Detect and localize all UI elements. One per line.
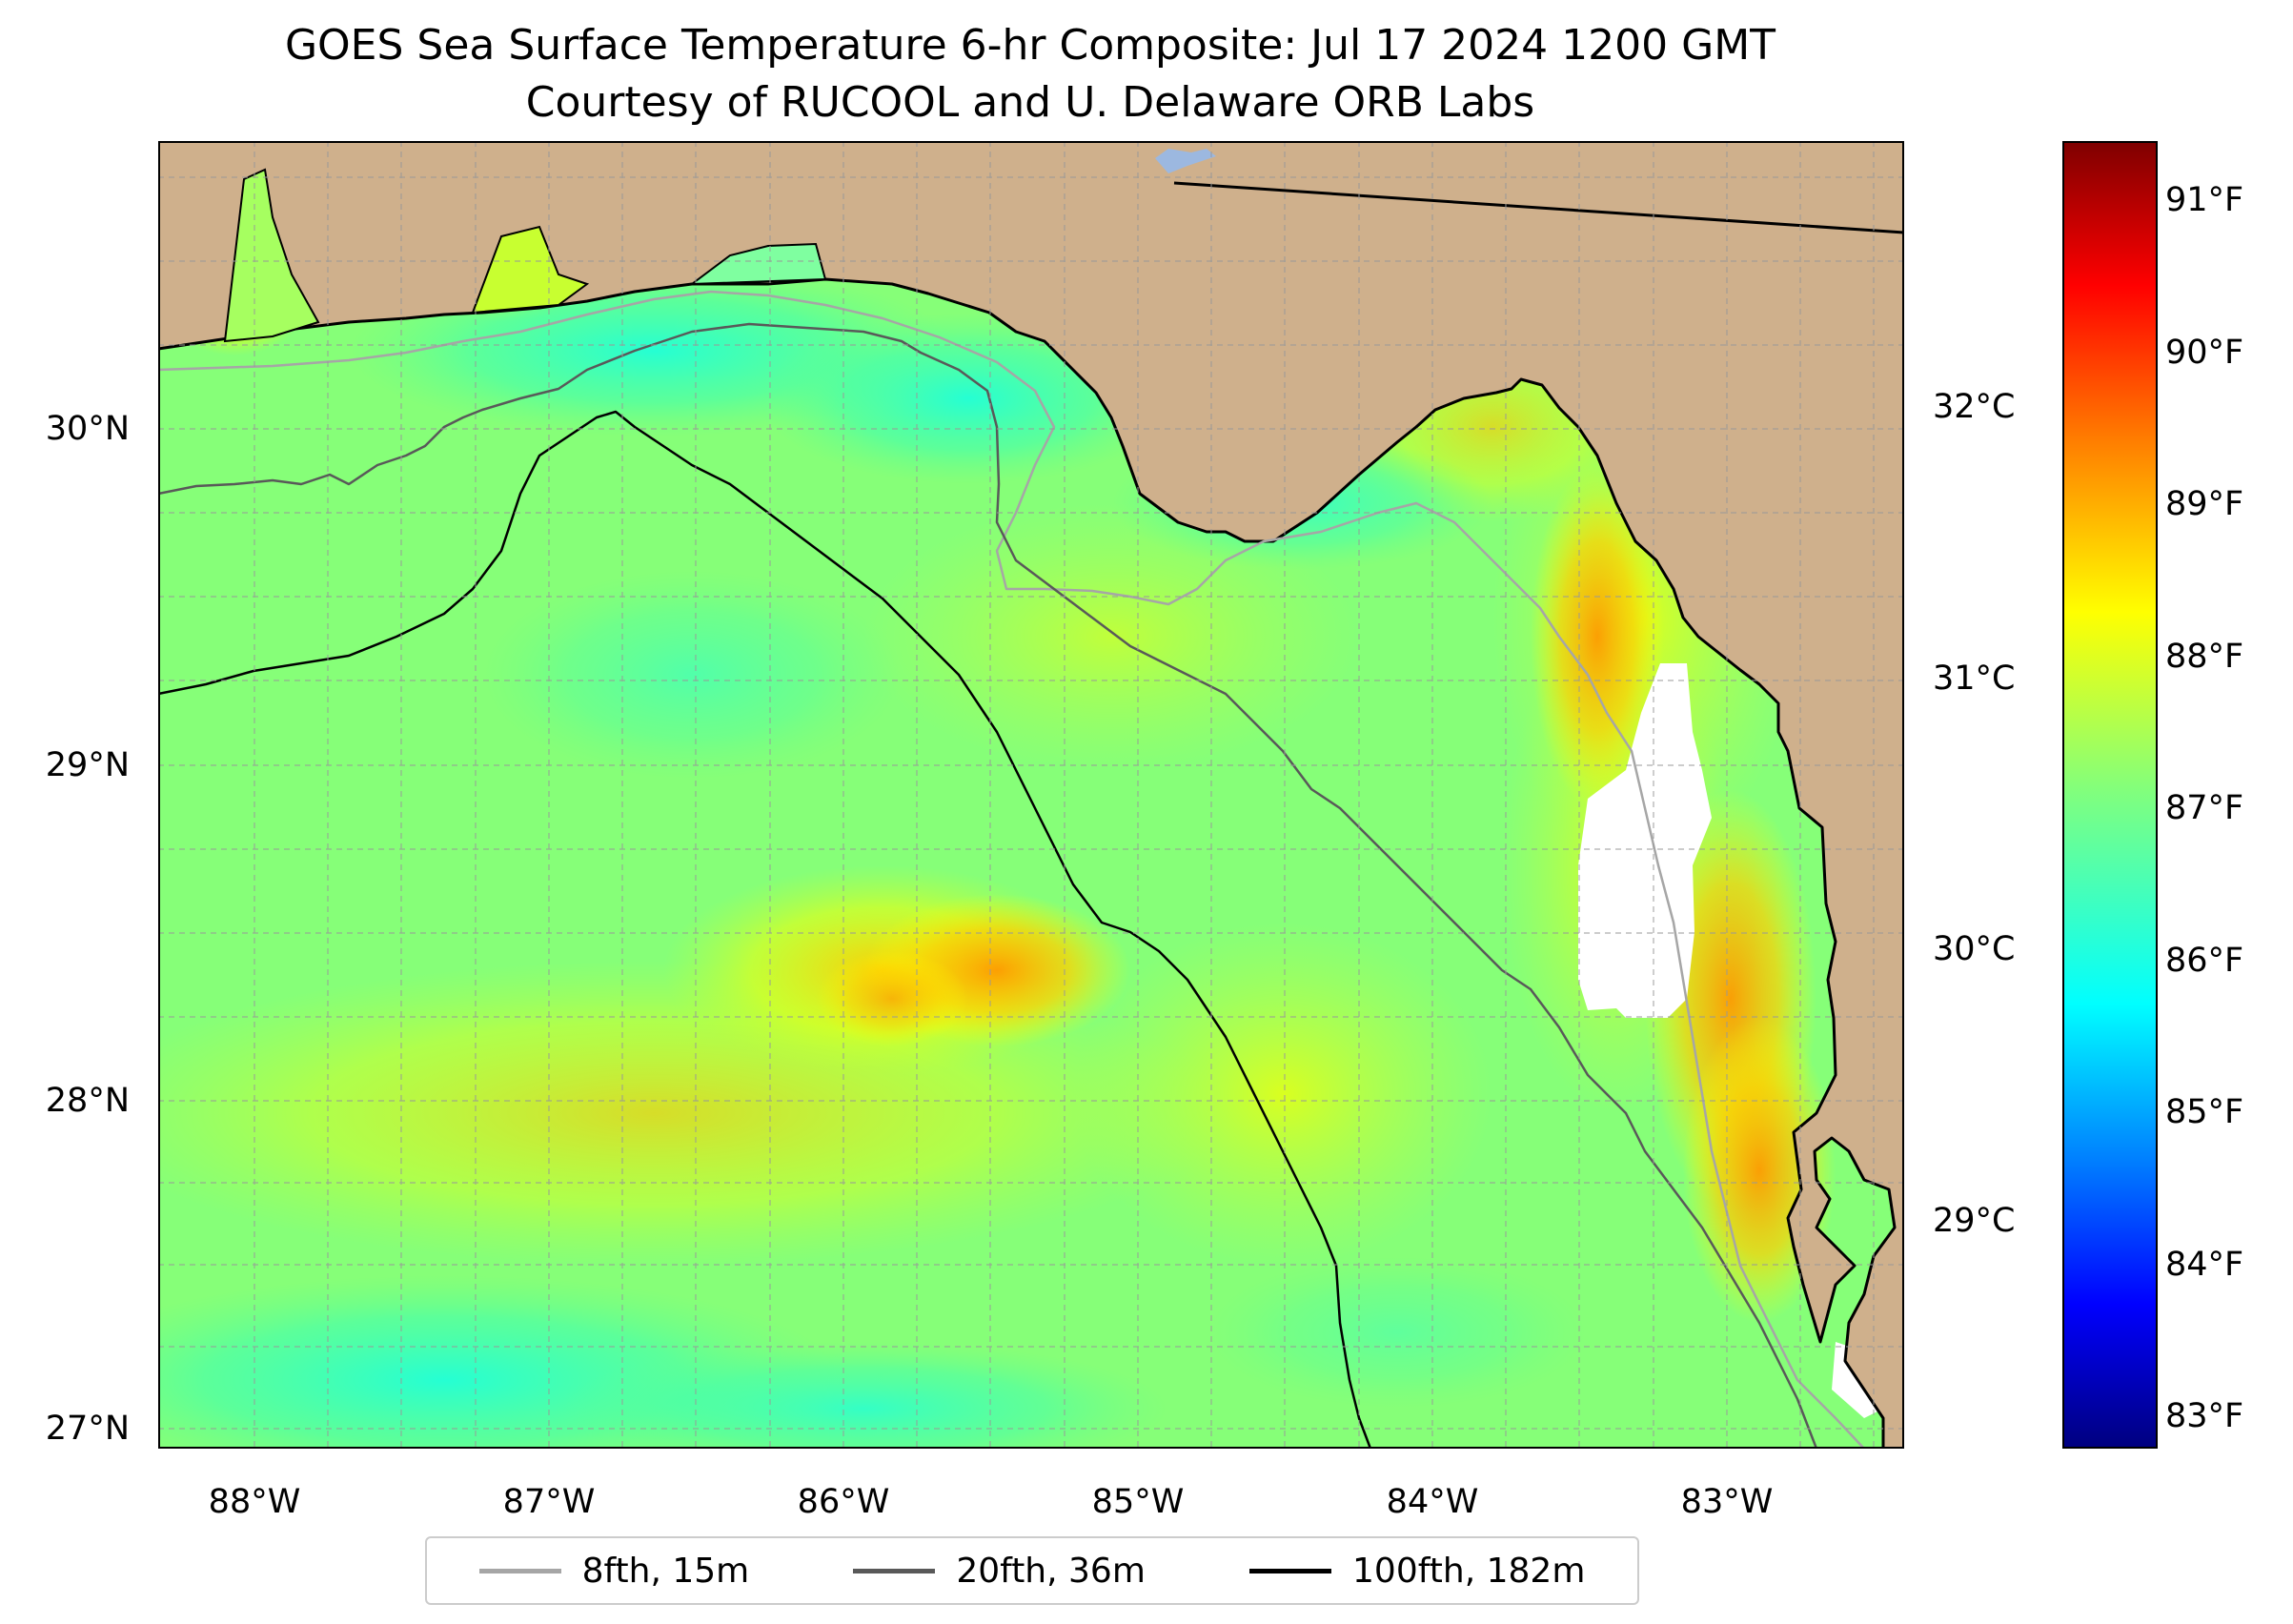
- map-title: GOES Sea Surface Temperature 6-hr Compos…: [158, 21, 1902, 71]
- sst-map: [158, 141, 1904, 1449]
- lon-label-87w: 87°W: [473, 1483, 625, 1521]
- legend-item-8fth: 8fth, 15m: [479, 1552, 750, 1591]
- legend-swatch-100fth: [1249, 1569, 1331, 1573]
- map-subtitle: Courtesy of RUCOOL and U. Delaware ORB L…: [158, 78, 1902, 128]
- legend-swatch-8fth: [479, 1569, 561, 1573]
- legend-item-100fth: 100fth, 182m: [1249, 1552, 1585, 1591]
- legend-label-20fth: 20fth, 36m: [956, 1552, 1146, 1591]
- legend-item-20fth: 20fth, 36m: [853, 1552, 1146, 1591]
- lat-label-29n: 29°N: [0, 746, 130, 784]
- colorbar-label-87f: 87°F: [2165, 789, 2243, 827]
- legend-label-100fth: 100fth, 182m: [1352, 1552, 1585, 1591]
- colorbar-label-29c: 29°C: [1933, 1202, 2015, 1240]
- lat-label-30n: 30°N: [0, 410, 130, 448]
- lat-label-28n: 28°N: [0, 1082, 130, 1120]
- lon-label-83w: 83°W: [1651, 1483, 1803, 1521]
- colorbar-label-83f: 83°F: [2165, 1397, 2243, 1435]
- colorbar-label-91f: 91°F: [2165, 181, 2243, 219]
- colorbar-label-31c: 31°C: [1933, 660, 2015, 698]
- lon-label-85w: 85°W: [1062, 1483, 1214, 1521]
- colorbar-label-90f: 90°F: [2165, 334, 2243, 372]
- colorbar-label-88f: 88°F: [2165, 638, 2243, 676]
- lon-label-84w: 84°W: [1356, 1483, 1509, 1521]
- lat-label-27n: 27°N: [0, 1410, 130, 1448]
- colorbar-label-30c: 30°C: [1933, 930, 2015, 968]
- lon-label-86w: 86°W: [767, 1483, 920, 1521]
- legend: 8fth, 15m 20fth, 36m 100fth, 182m: [425, 1536, 1639, 1605]
- colorbar-label-85f: 85°F: [2165, 1093, 2243, 1131]
- legend-label-8fth: 8fth, 15m: [582, 1552, 750, 1591]
- colorbar-label-84f: 84°F: [2165, 1246, 2243, 1284]
- legend-swatch-20fth: [853, 1569, 935, 1573]
- colorbar-label-89f: 89°F: [2165, 485, 2243, 523]
- colorbar-label-32c: 32°C: [1933, 388, 2015, 426]
- colorbar-label-86f: 86°F: [2165, 942, 2243, 980]
- colorbar-gradient: [2063, 142, 2157, 1448]
- lon-label-88w: 88°W: [178, 1483, 331, 1521]
- colorbar: [2062, 141, 2158, 1449]
